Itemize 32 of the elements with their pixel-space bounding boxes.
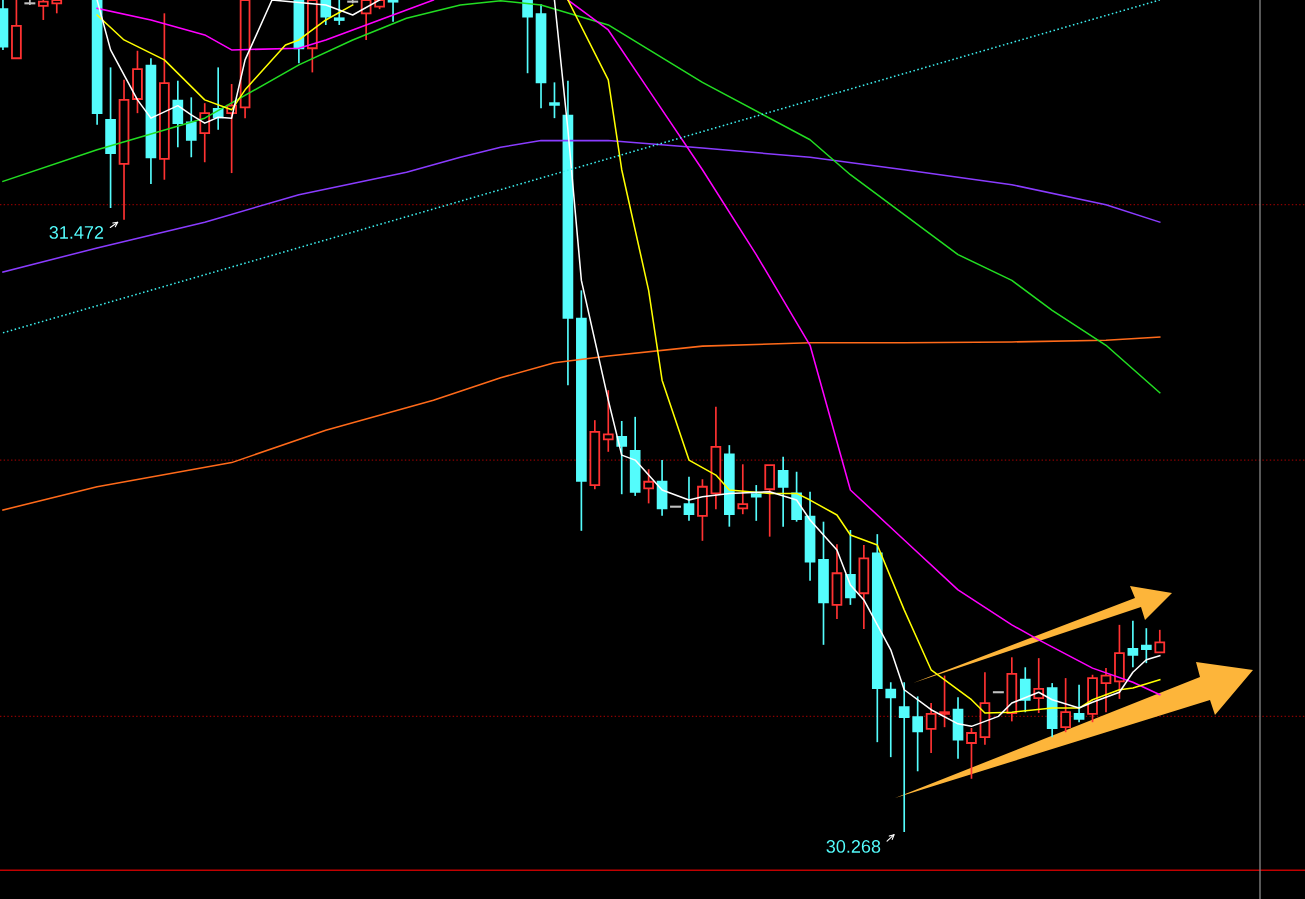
candlestick (898, 681, 910, 833)
candlestick (333, 0, 345, 26)
candlestick (818, 520, 829, 646)
text: 30.268 (826, 840, 881, 853)
candlestick (576, 289, 587, 532)
candlestick (683, 475, 695, 522)
candlestick (616, 420, 628, 496)
candlestick (1046, 682, 1058, 739)
candlestick (804, 490, 816, 582)
candlestick (105, 66, 116, 209)
candlestick (871, 533, 883, 743)
candlestick (885, 681, 897, 758)
candlestick (602, 389, 614, 453)
candlestick (1127, 619, 1139, 669)
candlestick (831, 543, 843, 620)
candlestick (1006, 656, 1018, 723)
candlestick (118, 79, 130, 221)
candlestick (1100, 667, 1112, 714)
candlestick (347, 0, 359, 3)
candlestick (858, 544, 870, 630)
candlestick (172, 79, 184, 149)
candlestick (159, 12, 170, 181)
candlestick (37, 0, 49, 21)
candlestick (992, 691, 1004, 694)
candlestick (737, 463, 749, 516)
candlestick (145, 57, 157, 185)
candlestick (912, 695, 924, 773)
annotation: 31.472 (49, 226, 104, 239)
candlestick (952, 696, 964, 760)
candlestick (777, 455, 789, 528)
candlestick (670, 505, 682, 508)
candlestick (185, 96, 197, 159)
